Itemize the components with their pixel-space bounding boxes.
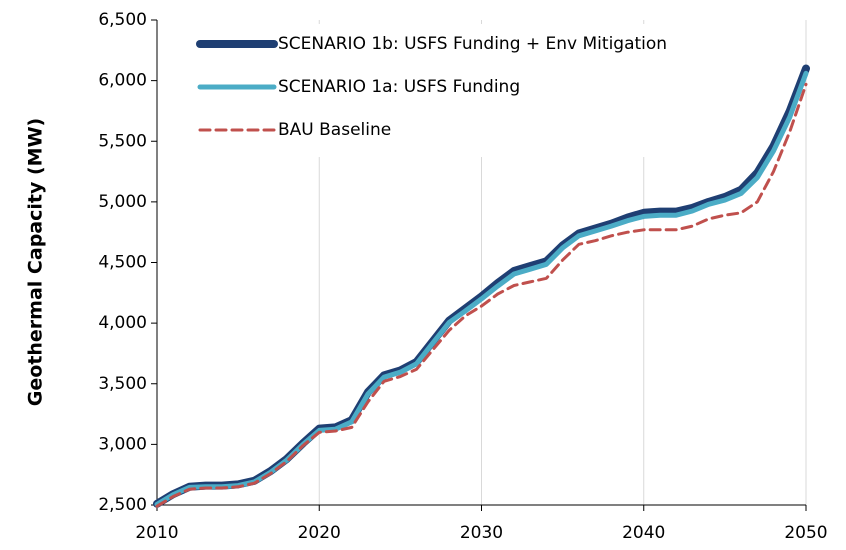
y-tick-label: 4,000	[98, 313, 147, 333]
x-tick-label: 2020	[298, 523, 341, 543]
y-tick-label: 6,500	[98, 10, 147, 30]
x-tick-label: 2050	[784, 523, 827, 543]
y-tick-label: 3,500	[98, 374, 147, 394]
y-axis-label: Geothermal Capacity (MW)	[25, 118, 47, 406]
y-tick-label: 3,000	[98, 434, 147, 454]
x-tick-label: 2030	[460, 523, 503, 543]
legend-box	[192, 24, 732, 157]
legend-label: SCENARIO 1b: USFS Funding + Env Mitigati…	[278, 34, 667, 54]
legend-label: SCENARIO 1a: USFS Funding	[278, 77, 520, 97]
y-tick-label: 5,000	[98, 192, 147, 212]
legend-label: BAU Baseline	[278, 120, 391, 140]
series-line	[155, 82, 808, 508]
y-tick-label: 2,500	[98, 495, 147, 515]
y-tick-label: 5,500	[98, 131, 147, 151]
y-tick-label: 4,500	[98, 253, 147, 273]
x-tick-label: 2040	[622, 523, 665, 543]
y-tick-label: 6,000	[98, 71, 147, 91]
x-tick-label: 2010	[135, 523, 178, 543]
